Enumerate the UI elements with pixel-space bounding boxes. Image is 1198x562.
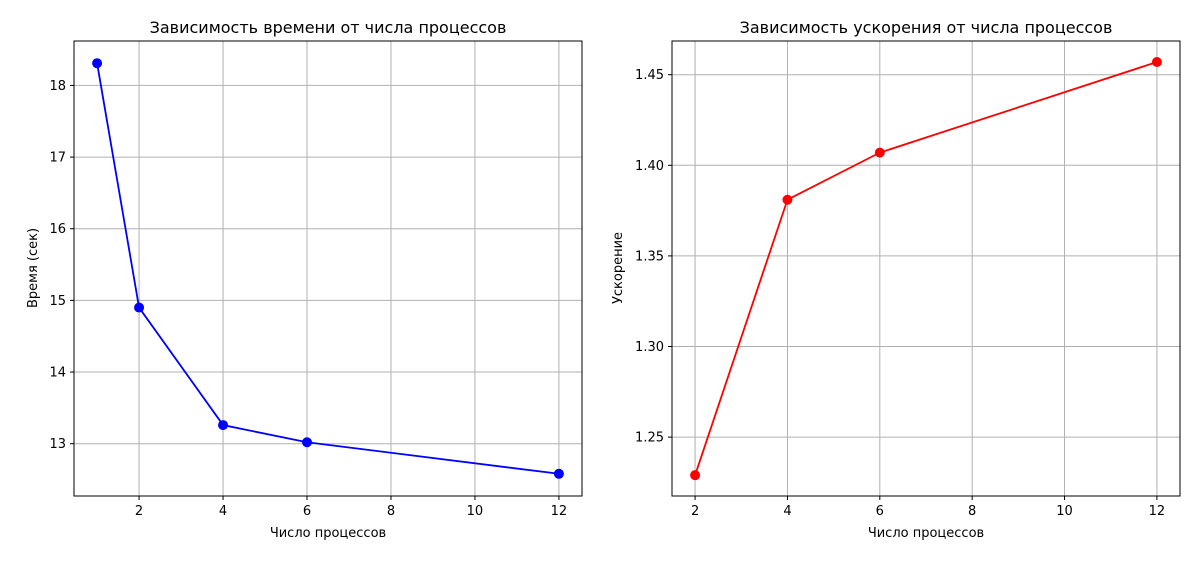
data-point (302, 437, 313, 448)
series-line (694, 61, 1158, 476)
y-tick-label: 17 (49, 151, 66, 166)
series-markers (92, 58, 564, 479)
data-point (1151, 57, 1162, 68)
data-point (218, 420, 229, 431)
y-tick-label: 18 (49, 79, 66, 94)
data-point (690, 470, 701, 481)
x-tick-label: 10 (1056, 504, 1073, 519)
y-axis-label: Время (сек) (26, 228, 41, 308)
x-tick-label: 6 (876, 504, 884, 519)
y-tick-label: 15 (49, 294, 66, 309)
data-point (553, 468, 564, 479)
x-tick-label: 2 (135, 504, 143, 519)
chart-title: Зависимость времени от числа процессов (150, 18, 507, 37)
x-tick-label: 8 (387, 504, 395, 519)
y-tick-label: 14 (49, 366, 66, 381)
y-axis-label: Ускорение (611, 232, 626, 304)
x-tick-label: 4 (783, 504, 791, 519)
data-point (134, 302, 145, 313)
y-ticks: 1.25 1.30 1.35 1.40 1.45 (635, 68, 672, 446)
series-line (96, 63, 560, 475)
series-markers (690, 57, 1162, 481)
chart-title: Зависимость ускорения от числа процессов (740, 18, 1113, 37)
series-line (96, 63, 560, 475)
data-point (782, 194, 793, 205)
y-tick-label: 1.40 (635, 159, 664, 174)
x-tick-label: 2 (691, 504, 699, 519)
series-line (694, 61, 1158, 476)
data-point (92, 58, 103, 69)
y-tick-label: 13 (49, 437, 66, 452)
x-ticks: 2 4 6 8 10 12 (135, 496, 567, 519)
x-tick-label: 12 (1149, 504, 1166, 519)
grid (74, 41, 582, 496)
speedup-chart: Зависимость ускорения от числа процессов… (611, 18, 1181, 541)
plot-frame (671, 40, 1181, 497)
y-tick-label: 1.45 (635, 68, 664, 83)
x-axis-label: Число процессов (868, 526, 984, 541)
time-chart: Зависимость времени от числа процессов 2… (26, 18, 583, 541)
y-tick-label: 16 (49, 222, 66, 237)
y-tick-label: 1.30 (635, 340, 664, 355)
x-tick-label: 10 (467, 504, 484, 519)
data-point (874, 147, 885, 158)
x-axis-label: Число процессов (270, 526, 386, 541)
y-tick-label: 1.25 (635, 431, 664, 446)
y-ticks: 13 14 15 16 17 18 (49, 79, 74, 452)
grid (672, 41, 1180, 496)
x-tick-label: 6 (303, 504, 311, 519)
y-tick-label: 1.35 (635, 249, 664, 264)
x-ticks: 2 4 6 8 10 12 (691, 496, 1165, 519)
plot-frame (73, 40, 583, 497)
x-tick-label: 4 (219, 504, 227, 519)
x-tick-label: 8 (968, 504, 976, 519)
x-tick-label: 12 (551, 504, 568, 519)
